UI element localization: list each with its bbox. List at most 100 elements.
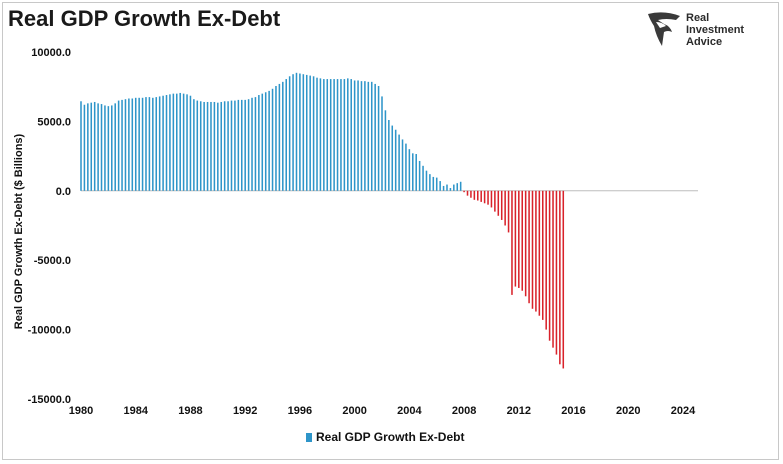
bar	[401, 139, 404, 191]
bar	[169, 94, 171, 191]
bar	[234, 100, 236, 191]
bar	[319, 78, 322, 191]
bar	[418, 160, 421, 191]
bar	[524, 190, 527, 297]
bar	[394, 129, 397, 191]
bar	[538, 190, 541, 316]
bar	[535, 190, 537, 312]
bar	[453, 184, 455, 191]
bar	[165, 95, 168, 191]
bar	[97, 103, 99, 191]
y-tick-label: 10000.0	[31, 47, 71, 59]
bar	[398, 134, 400, 191]
bar	[206, 101, 209, 191]
y-tick-label: 0.0	[56, 186, 71, 198]
bar	[384, 110, 387, 191]
bar	[203, 101, 205, 191]
bar	[415, 154, 417, 191]
bar	[374, 83, 376, 191]
x-tick-label: 2020	[616, 405, 640, 417]
bar	[172, 93, 175, 191]
bar	[439, 181, 441, 191]
bar	[295, 72, 298, 191]
bar	[367, 81, 370, 191]
bar	[323, 79, 325, 191]
bar	[466, 190, 469, 196]
bar	[507, 190, 510, 233]
bar	[312, 76, 315, 191]
bar	[470, 190, 472, 198]
bar	[531, 190, 534, 309]
bar	[528, 190, 530, 304]
bar	[254, 97, 257, 191]
bar	[117, 100, 120, 191]
bar	[114, 103, 116, 191]
x-tick-label: 2012	[507, 405, 531, 417]
bar	[377, 86, 380, 191]
y-tick-label: -5000.0	[34, 255, 71, 267]
bar	[548, 190, 551, 341]
bar	[131, 98, 134, 191]
bar	[490, 190, 493, 208]
x-tick-label: 1992	[233, 405, 257, 417]
bar	[435, 177, 438, 191]
bar	[350, 79, 352, 191]
bar	[432, 176, 435, 191]
bar	[244, 99, 246, 191]
bar	[347, 78, 349, 191]
bar	[227, 101, 229, 191]
bar	[364, 81, 366, 191]
bar	[141, 97, 144, 191]
bar	[138, 97, 140, 191]
y-axis-label: Real GDP Growth Ex-Debt ($ Billions)	[13, 133, 25, 329]
bar	[189, 95, 192, 191]
logo-text: Real Investment Advice	[686, 12, 744, 48]
bar	[261, 93, 264, 191]
legend-swatch	[306, 432, 312, 442]
bar	[329, 79, 332, 191]
bar	[562, 190, 565, 369]
bar	[87, 103, 89, 191]
x-tick-label: 1980	[69, 405, 93, 417]
bar	[288, 76, 291, 191]
bar	[158, 96, 161, 191]
bar	[552, 190, 554, 348]
bar	[223, 101, 226, 191]
bar	[388, 120, 390, 191]
bar	[80, 101, 82, 191]
bar	[559, 190, 561, 365]
bar	[305, 74, 308, 191]
bar	[326, 79, 329, 191]
bar	[251, 97, 253, 191]
bar	[487, 190, 489, 205]
bar	[121, 99, 123, 191]
bar	[193, 99, 195, 191]
bar	[179, 92, 181, 191]
bar	[268, 90, 270, 191]
bar	[258, 95, 260, 191]
bar	[271, 88, 274, 191]
bar	[459, 181, 462, 191]
bar	[391, 125, 394, 191]
bar	[275, 86, 277, 191]
bar	[343, 79, 346, 191]
bar	[425, 170, 428, 191]
bar	[152, 97, 154, 191]
bar	[518, 190, 520, 288]
bar	[111, 105, 113, 191]
chart-frame	[2, 2, 779, 460]
bar	[196, 100, 199, 191]
bar	[483, 190, 486, 204]
bar	[541, 190, 544, 320]
bar	[107, 106, 110, 191]
bar	[292, 74, 294, 191]
eagle-icon	[648, 12, 680, 46]
bar	[340, 79, 342, 191]
logo-line-1: Real	[686, 12, 710, 24]
bar	[264, 92, 267, 191]
bar	[176, 93, 178, 191]
bar	[299, 73, 301, 191]
bar	[282, 81, 284, 191]
bar	[162, 95, 164, 191]
bar	[210, 101, 212, 191]
